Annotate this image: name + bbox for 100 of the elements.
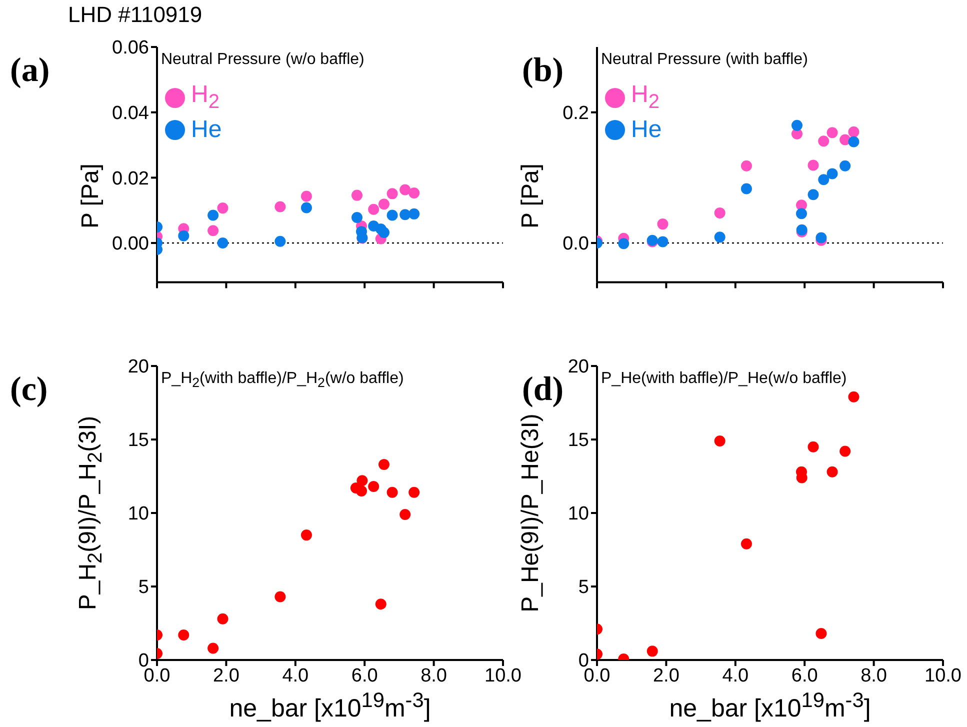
point (274, 201, 286, 212)
point (646, 646, 658, 657)
x-tick-label: 6.0 (791, 665, 818, 686)
text: LHD #110919 (68, 2, 202, 28)
x-axis-title: ne_bar [x10$^{19}$m$^{-3}$] (228, 688, 432, 724)
point (351, 212, 362, 224)
y-tick-label: 0.00 (112, 234, 149, 255)
point (217, 202, 228, 214)
point (818, 136, 830, 147)
x-tick-label: 8.0 (420, 665, 448, 686)
point (408, 486, 420, 498)
chart-title: P_He(with baffle)/P_He(w/o baffle) (601, 370, 847, 388)
point (808, 189, 819, 200)
legend-label: He (191, 116, 222, 144)
point (274, 591, 286, 602)
point (217, 238, 228, 249)
point (351, 190, 362, 201)
chart-title: Neutral Pressure (with baffle) (601, 51, 808, 69)
x-tick-label: 10.0 (924, 665, 962, 686)
point (375, 598, 386, 610)
legend-label: H$_{2}$ (631, 81, 660, 115)
point (657, 218, 668, 230)
x-tick-label: 4.0 (722, 665, 749, 686)
point (816, 232, 827, 244)
point (826, 168, 838, 180)
point (386, 486, 398, 498)
point (408, 208, 420, 220)
point (714, 232, 726, 243)
y-tick-label: 10 (128, 504, 149, 525)
point (408, 188, 420, 199)
point (826, 466, 838, 478)
text: (d) (522, 370, 564, 410)
point (816, 628, 827, 640)
chart-title: Neutral Pressure (w/o baffle) (161, 51, 364, 69)
y-tick-label: 0.06 (112, 38, 149, 59)
point (300, 190, 312, 202)
x-tick-label: 6.0 (351, 665, 378, 686)
point (848, 391, 860, 402)
y-axis-title: P_He(9I)/P_He(3I) (517, 414, 545, 612)
point (826, 127, 838, 138)
point (356, 485, 367, 496)
point (714, 435, 726, 446)
point (400, 508, 411, 520)
point (178, 230, 190, 242)
y-tick-label: 10 (568, 504, 589, 525)
point (740, 183, 752, 194)
point (840, 160, 851, 172)
legend-label: He (631, 116, 662, 144)
point (378, 227, 390, 238)
y-tick-label: 5 (578, 577, 589, 598)
y-tick-label: 15 (568, 430, 589, 452)
point (208, 225, 219, 236)
point (808, 441, 819, 452)
point (818, 174, 830, 186)
x-tick-label: 2.0 (212, 665, 240, 686)
y-tick-label: 0.2 (562, 103, 589, 124)
x-tick-label: 4.0 (282, 665, 309, 686)
text: (a) (10, 51, 50, 91)
point (848, 136, 860, 148)
legend-label: H$_{2}$ (191, 81, 220, 115)
point (274, 236, 286, 247)
point (386, 210, 398, 221)
y-tick-label: 20 (568, 356, 589, 378)
point (368, 481, 380, 492)
point (208, 210, 219, 221)
point (808, 160, 819, 171)
point (217, 613, 228, 624)
text: (c) (10, 370, 48, 410)
y-tick-label: 0.04 (112, 103, 150, 124)
x-axis-title: ne_bar [x10$^{19}$m$^{-3}$] (668, 688, 872, 724)
point (178, 630, 190, 641)
x-tick-label: 10.0 (484, 665, 522, 686)
point (368, 204, 380, 215)
y-tick-label: 15 (128, 430, 149, 452)
x-tick-label: 2.0 (652, 665, 680, 686)
x-tick-label: 8.0 (860, 665, 888, 686)
y-tick-label: 20 (128, 356, 149, 378)
point (796, 208, 807, 220)
point (791, 120, 802, 131)
point (840, 446, 851, 457)
point (208, 642, 219, 654)
point (740, 538, 752, 550)
point (657, 236, 668, 248)
point (378, 458, 390, 470)
point (714, 207, 726, 218)
point (300, 530, 312, 541)
y-tick-label: 0.02 (112, 168, 149, 190)
chart-title: P_H$_{2}$(with baffle)/P_H$_{2}$(w/o baffle) (161, 370, 404, 390)
y-tick-label: 5 (138, 577, 149, 598)
y-axis-title: P [Pa] (77, 164, 105, 228)
point (400, 184, 411, 196)
point (618, 238, 630, 250)
point (840, 134, 851, 146)
point (848, 126, 860, 138)
point (356, 475, 368, 486)
point (740, 160, 752, 172)
y-tick-label: 0.0 (562, 234, 589, 255)
point (400, 209, 411, 220)
point (386, 188, 398, 200)
text: (b) (522, 51, 564, 91)
